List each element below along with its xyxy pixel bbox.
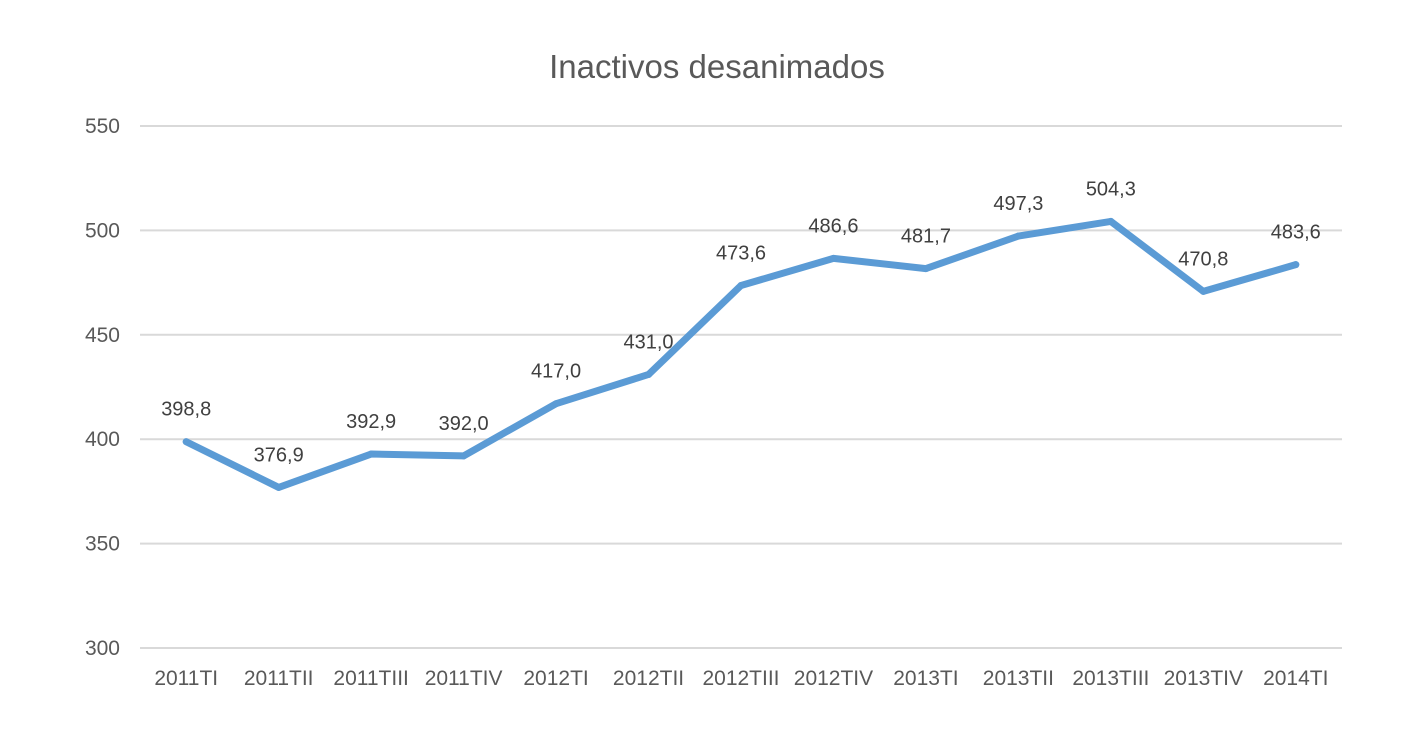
x-tick-label: 2012TIII [702,667,779,690]
data-point [460,452,468,460]
data-label: 497,3 [993,193,1043,215]
y-tick-label: 550 [85,115,120,138]
data-point [737,282,745,290]
data-label: 431,0 [624,331,674,353]
data-point [1292,261,1300,269]
data-label: 417,0 [531,361,581,383]
x-tick-label: 2011TIV [425,667,503,690]
data-point [1107,217,1115,225]
data-label: 376,9 [254,444,304,466]
y-tick-label: 300 [85,637,120,660]
data-label: 398,8 [161,399,211,421]
data-label: 392,9 [346,411,396,433]
x-tick-label: 2014TI [1263,667,1328,690]
data-label: 481,7 [901,226,951,248]
chart-title: Inactivos desanimados [549,48,885,85]
data-label: 470,8 [1178,248,1228,270]
y-axis-ticks: 300 350 400 450 500 550 [85,115,120,660]
data-labels: 398,8 376,9 392,9 392,0 417,0 431,0 473,6 486,6… [161,178,1321,466]
x-tick-label: 2012TI [523,667,588,690]
x-tick-label: 2011TI [154,667,218,690]
x-tick-label: 2013TI [893,667,958,690]
x-tick-label: 2011TIII [333,667,409,690]
gridlines [140,125,1342,649]
x-tick-label: 2013TIII [1072,667,1149,690]
data-point [367,450,375,458]
data-point [552,400,560,408]
y-tick-label: 500 [85,219,120,242]
y-tick-label: 400 [85,428,120,451]
x-tick-label: 2012TII [613,667,684,690]
data-point [645,370,653,378]
data-point [275,483,283,491]
data-label: 483,6 [1271,222,1321,244]
x-tick-label: 2013TII [983,667,1054,690]
data-label: 473,6 [716,243,766,265]
series [182,217,1300,491]
x-tick-label: 2011TII [244,667,314,690]
y-tick-label: 350 [85,533,120,556]
data-label: 486,6 [808,215,858,237]
x-axis-ticks: 2011TI 2011TII 2011TIII 2011TIV 2012TI 2012TI… [154,667,1328,690]
x-tick-label: 2012TIV [794,667,873,690]
data-label: 504,3 [1086,178,1136,200]
y-tick-label: 450 [85,324,120,347]
data-label: 392,0 [439,413,489,435]
data-point [1199,287,1207,295]
data-point [922,265,930,273]
data-point [182,438,190,446]
x-tick-label: 2013TIV [1164,667,1243,690]
data-point [1014,232,1022,240]
data-point [829,254,837,262]
